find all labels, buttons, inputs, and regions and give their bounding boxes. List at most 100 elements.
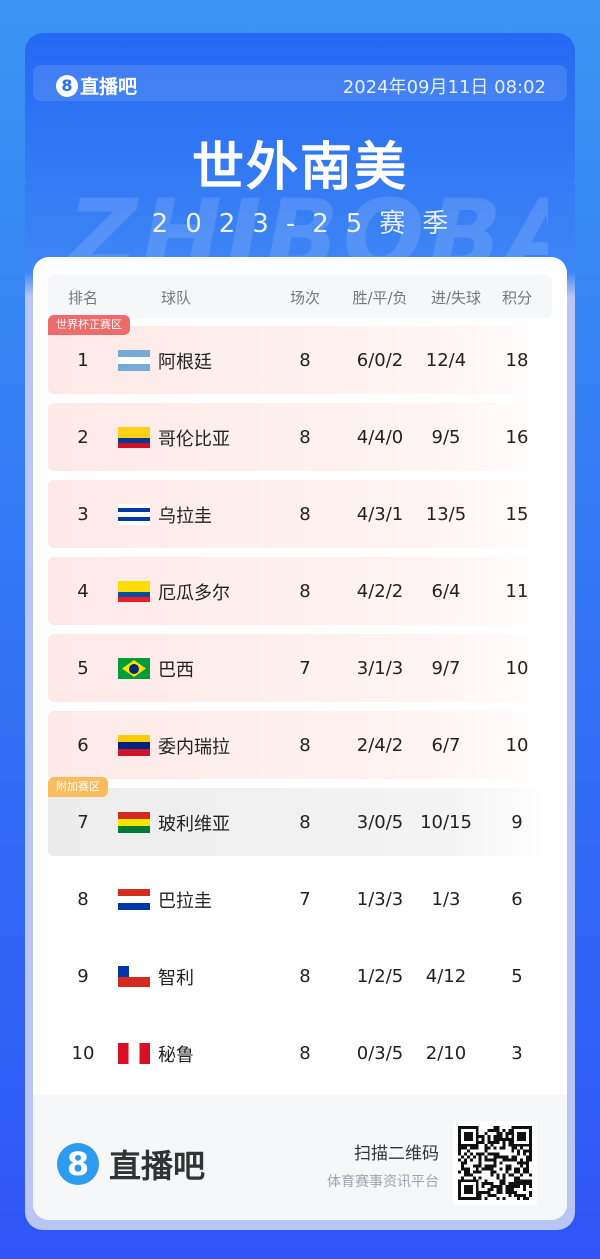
flag-icon <box>118 658 150 679</box>
standings-panel: 排名 球队 场次 胜/平/负 进/失球 积分 世界杯正赛区 1 阿根廷 8 6/0/2 1… <box>33 257 567 1220</box>
team-name: 巴拉圭 <box>158 891 212 912</box>
flag-icon <box>118 966 150 987</box>
table-row[interactable]: 4 厄瓜多尔 8 4/2/2 6/4 11 <box>48 557 552 625</box>
played: 8 <box>299 427 311 448</box>
points: 10 <box>505 735 529 756</box>
logo-eight-icon: 8 <box>56 74 78 97</box>
wdl: 1/2/5 <box>356 966 404 987</box>
zone-badge: 附加赛区 <box>48 777 108 797</box>
goals: 9/5 <box>431 427 461 448</box>
table-row[interactable]: 10 秘鲁 8 0/3/5 2/10 3 <box>48 1019 552 1087</box>
points: 11 <box>505 581 529 602</box>
table-row[interactable]: 3 乌拉圭 8 4/3/1 13/5 15 <box>48 480 552 548</box>
wdl: 3/1/3 <box>356 658 404 679</box>
wdl: 3/0/5 <box>356 812 404 833</box>
played: 7 <box>299 658 311 679</box>
rank: 1 <box>77 350 89 371</box>
rank: 6 <box>77 735 89 756</box>
slogan: 体育赛事资讯平台 <box>327 1174 439 1190</box>
played: 8 <box>299 504 311 525</box>
col-played: 场次 <box>289 289 320 307</box>
flag-icon <box>118 350 150 371</box>
table-row[interactable]: 附加赛区 7 玻利维亚 8 3/0/5 10/15 9 <box>48 777 552 856</box>
points: 18 <box>505 350 529 371</box>
team-name: 秘鲁 <box>158 1045 194 1066</box>
played: 8 <box>299 966 311 987</box>
team-name: 哥伦比亚 <box>158 429 230 450</box>
datetime: 2024年09月11日 08:02 <box>342 77 546 98</box>
rank: 9 <box>77 966 89 987</box>
goals: 2/10 <box>425 1043 467 1064</box>
points: 9 <box>511 812 523 833</box>
flag-icon <box>118 735 150 756</box>
footer-logo: 8 直播吧 <box>57 1141 205 1187</box>
played: 8 <box>299 735 311 756</box>
qr-code-icon[interactable] <box>453 1121 537 1205</box>
table-row[interactable]: 2 哥伦比亚 8 4/4/0 9/5 16 <box>48 403 552 471</box>
footer-brand: 直播吧 <box>109 1147 206 1185</box>
played: 8 <box>299 581 311 602</box>
wdl: 2/4/2 <box>356 735 404 756</box>
team-name: 智利 <box>158 968 194 989</box>
wdl: 1/3/3 <box>356 889 404 910</box>
played: 8 <box>299 350 311 371</box>
rank: 5 <box>77 658 89 679</box>
table-row[interactable]: 5 巴西 7 3/1/3 9/7 10 <box>48 634 552 702</box>
table-header: 排名 球队 场次 胜/平/负 进/失球 积分 <box>48 275 552 318</box>
points: 15 <box>505 504 529 525</box>
goals: 9/7 <box>431 658 461 679</box>
table-row[interactable]: 9 智利 8 1/2/5 4/12 5 <box>48 942 552 1010</box>
wdl: 4/3/1 <box>356 504 404 525</box>
flag-icon <box>118 504 150 525</box>
col-points: 积分 <box>501 289 532 307</box>
team-name: 阿根廷 <box>158 352 212 373</box>
goals: 6/4 <box>431 581 461 602</box>
goals: 10/15 <box>420 812 472 833</box>
team-name: 厄瓜多尔 <box>158 583 230 604</box>
team-name: 玻利维亚 <box>158 814 230 835</box>
wdl: 4/4/0 <box>356 427 404 448</box>
rank: 4 <box>77 581 89 602</box>
rank: 7 <box>77 812 89 833</box>
zone-badge: 世界杯正赛区 <box>48 315 130 335</box>
played: 8 <box>299 1043 311 1064</box>
team-name: 委内瑞拉 <box>158 737 230 758</box>
col-team: 球队 <box>160 289 191 307</box>
points: 10 <box>505 658 529 679</box>
table-row[interactable]: 世界杯正赛区 1 阿根廷 8 6/0/2 12/4 18 <box>48 315 552 394</box>
flag-icon <box>118 427 150 448</box>
rank: 3 <box>77 504 89 525</box>
wdl: 4/2/2 <box>356 581 404 602</box>
wdl: 6/0/2 <box>356 350 404 371</box>
footer: 8 直播吧 扫描二维码 体育赛事资讯平台 <box>33 1095 567 1220</box>
points: 5 <box>511 966 523 987</box>
played: 8 <box>299 812 311 833</box>
col-rank: 排名 <box>67 289 98 307</box>
flag-icon <box>118 812 150 833</box>
rank: 10 <box>71 1043 95 1064</box>
table-row[interactable]: 6 委内瑞拉 8 2/4/2 6/7 10 <box>48 711 552 779</box>
goals: 1/3 <box>431 889 461 910</box>
top-bar <box>33 65 567 101</box>
flag-icon <box>118 1043 150 1064</box>
watermark: ZHIBOBA <box>68 195 548 257</box>
goals: 6/7 <box>431 735 461 756</box>
wdl: 0/3/5 <box>356 1043 404 1064</box>
page-title: 世外南美 <box>191 138 408 198</box>
goals: 12/4 <box>425 350 467 371</box>
table-row[interactable]: 8 巴拉圭 7 1/3/3 1/3 6 <box>48 865 552 933</box>
flag-icon <box>118 889 150 910</box>
points: 16 <box>505 427 529 448</box>
col-goals: 进/失球 <box>430 289 482 307</box>
season-label: 2023-25赛季 <box>151 209 466 239</box>
rank: 8 <box>77 889 89 910</box>
logo-eight-icon: 8 <box>57 1143 99 1185</box>
goals: 4/12 <box>425 966 467 987</box>
brand-name: 直播吧 <box>80 76 138 98</box>
team-name: 乌拉圭 <box>158 506 212 527</box>
flag-icon <box>118 581 150 602</box>
scan-text: 扫描二维码 <box>354 1144 439 1164</box>
goals: 13/5 <box>425 504 467 525</box>
col-wdl: 胜/平/负 <box>352 289 408 307</box>
points: 3 <box>511 1043 523 1064</box>
